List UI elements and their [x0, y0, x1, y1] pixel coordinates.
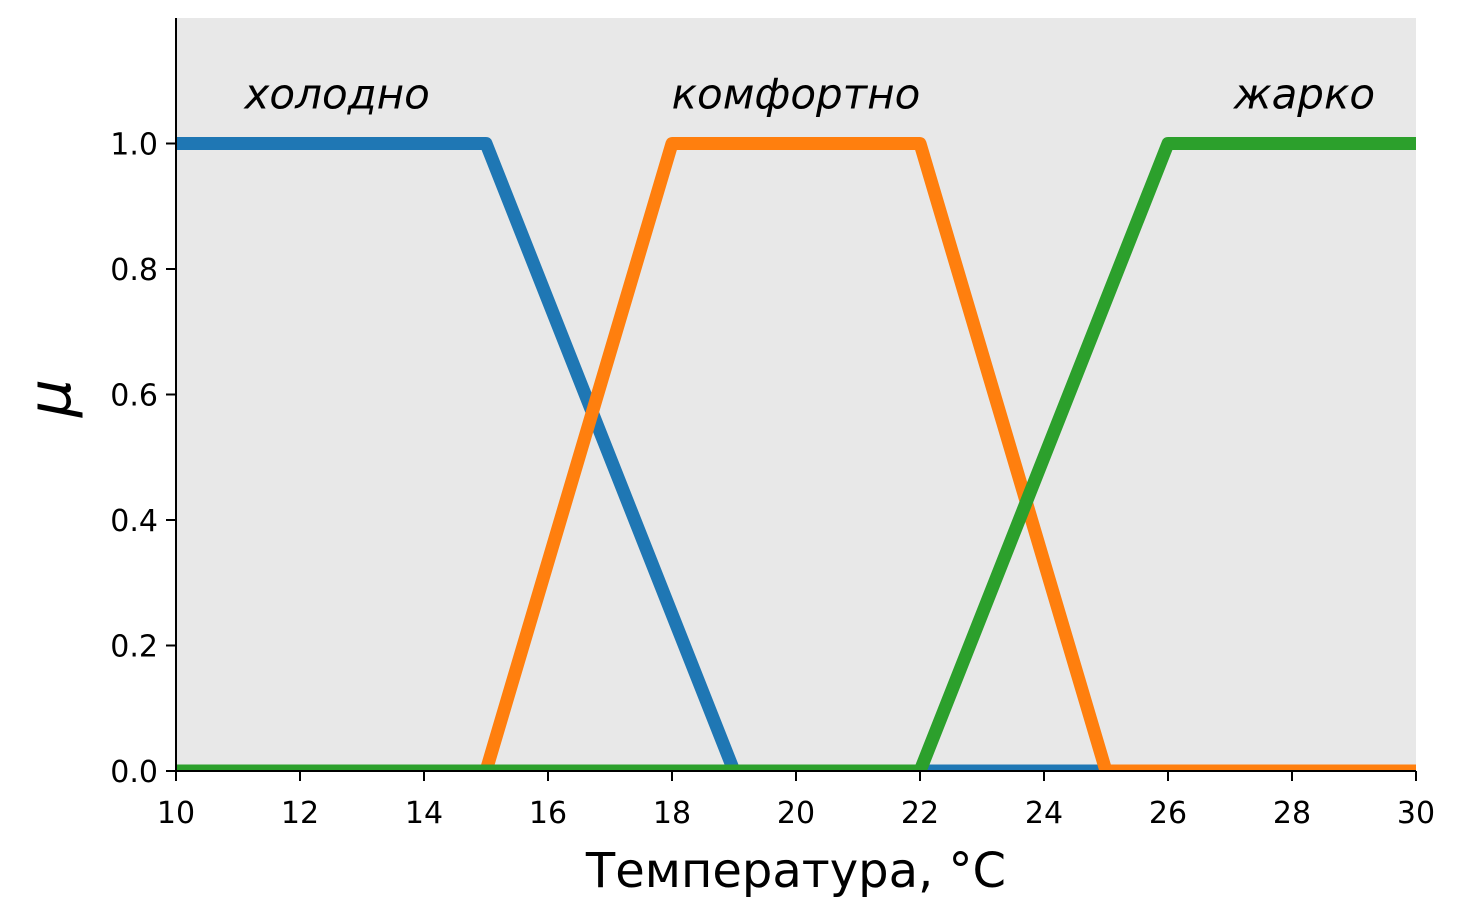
- x-tick-label-2: 14: [405, 796, 443, 831]
- y-tick-label-4: 0.8: [110, 253, 158, 288]
- y-tick-label-5: 1.0: [110, 128, 158, 163]
- series-line-2: [176, 137, 1416, 771]
- annotation-layer: холодно комфортно жарко: [243, 69, 1376, 118]
- series-line-1: [176, 137, 1416, 771]
- x-axis-title: Температура, °C: [585, 843, 1006, 899]
- ticks-layer: 10 12 14 16 18 20 22 24 26 28 30 0.0 0.2 0.4 0.6 0.8 1.0: [110, 128, 1435, 832]
- series-line-0: [176, 137, 1416, 771]
- y-tick-label-2: 0.4: [110, 504, 158, 539]
- annotation-label-0: холодно: [243, 69, 430, 118]
- y-tick-label-1: 0.2: [110, 630, 158, 665]
- y-axis-title: μ: [15, 379, 85, 418]
- y-tick-label-0: 0.0: [110, 755, 158, 790]
- y-tick-label-3: 0.6: [110, 379, 158, 414]
- x-tick-label-0: 10: [157, 796, 195, 831]
- plot-background: [176, 18, 1416, 771]
- annotation-label-2: жарко: [1233, 69, 1375, 118]
- x-tick-label-9: 28: [1273, 796, 1311, 831]
- x-tick-label-10: 30: [1397, 796, 1435, 831]
- x-tick-label-5: 20: [777, 796, 815, 831]
- annotation-label-1: комфортно: [672, 69, 921, 118]
- x-tick-label-3: 16: [529, 796, 567, 831]
- x-tick-label-7: 24: [1025, 796, 1063, 831]
- series-layer: [176, 137, 1416, 771]
- x-tick-label-1: 12: [281, 796, 319, 831]
- x-tick-label-8: 26: [1149, 796, 1187, 831]
- x-tick-label-6: 22: [901, 796, 939, 831]
- plot-area: [176, 18, 1416, 771]
- x-tick-label-4: 18: [653, 796, 691, 831]
